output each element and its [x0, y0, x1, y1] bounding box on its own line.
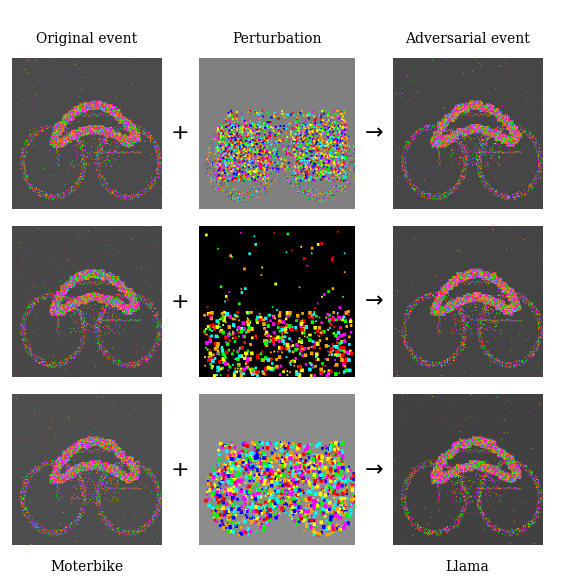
Text: +: + — [171, 292, 189, 311]
Text: Llama: Llama — [445, 560, 489, 574]
Text: →: → — [364, 124, 383, 143]
Text: Perturbation: Perturbation — [232, 32, 322, 46]
Text: Moterbike: Moterbike — [50, 560, 123, 574]
Text: Original event: Original event — [36, 32, 137, 46]
Text: →: → — [364, 460, 383, 480]
Text: +: + — [171, 460, 189, 480]
Text: Adversarial event: Adversarial event — [405, 32, 530, 46]
Text: +: + — [171, 124, 189, 143]
Text: →: → — [364, 292, 383, 311]
